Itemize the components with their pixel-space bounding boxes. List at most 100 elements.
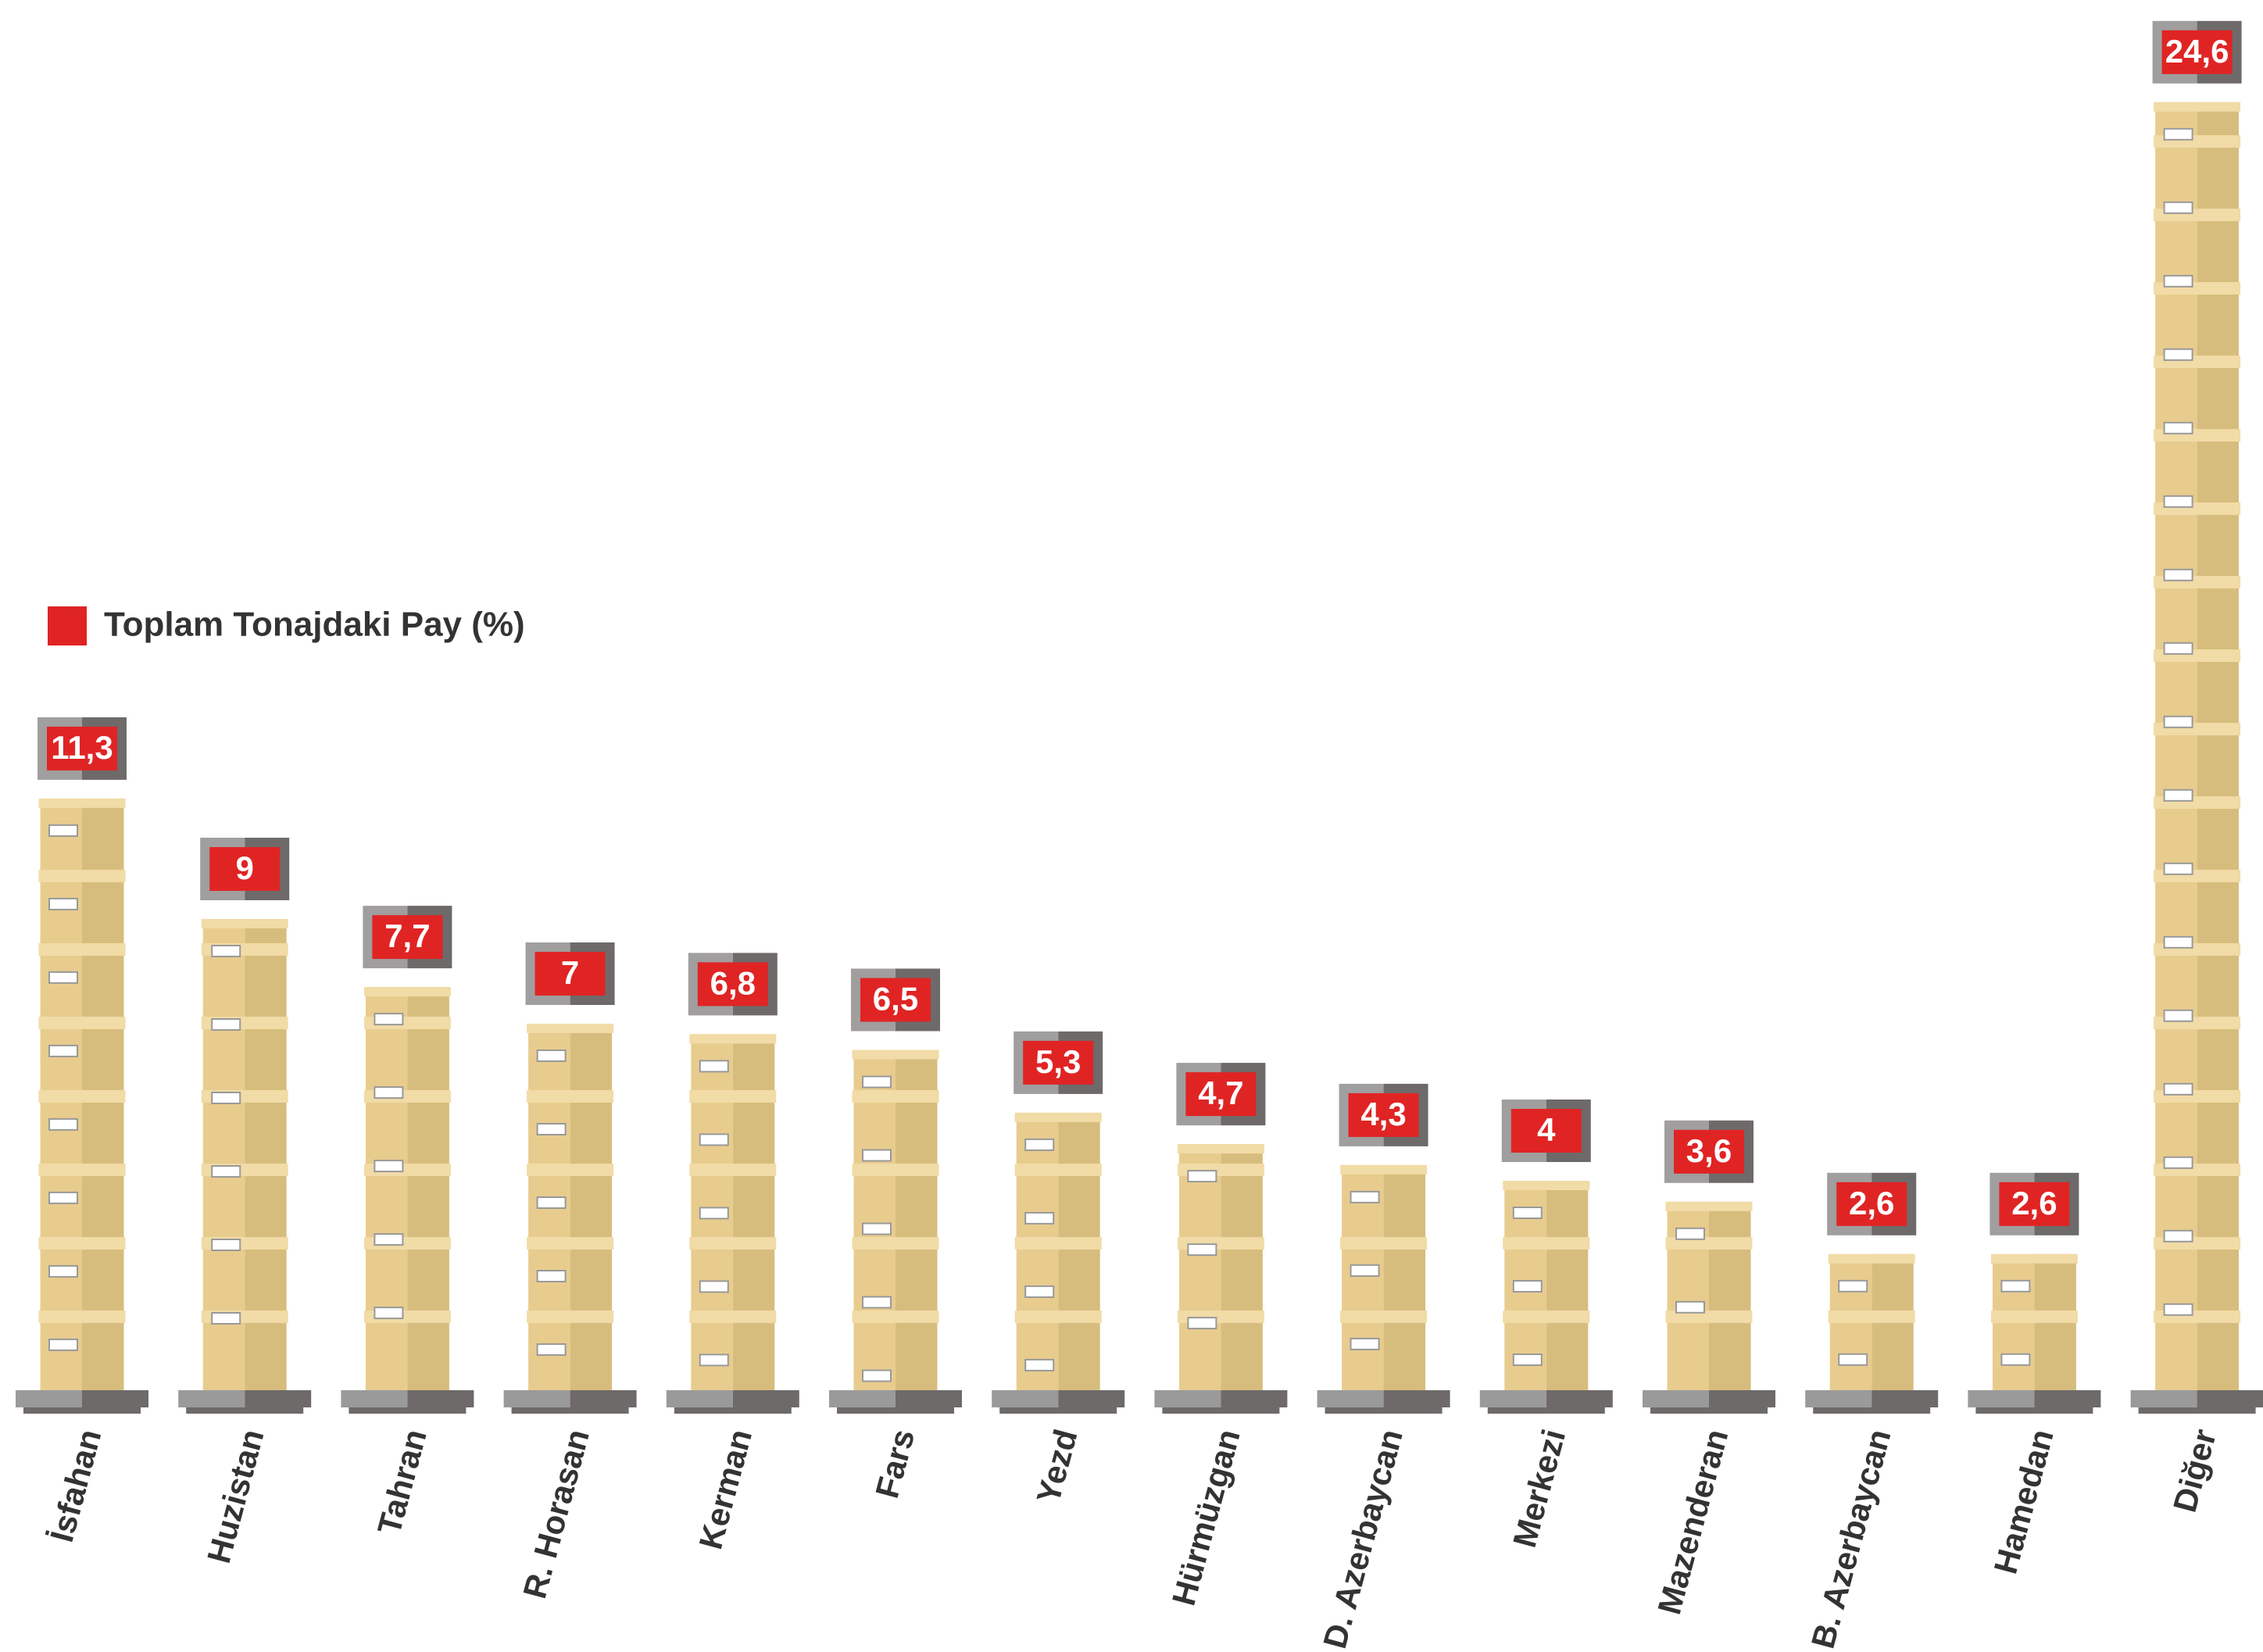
box-tag <box>1512 1207 1543 1219</box>
bar-cap <box>1828 1253 1915 1264</box>
box-band <box>1665 1311 1753 1323</box>
bar-shade <box>407 987 449 1390</box>
box-tag <box>2163 421 2193 434</box>
platform <box>666 1390 733 1407</box>
bar-shade <box>732 1034 775 1390</box>
box-tag <box>374 1013 404 1026</box>
box-band <box>1503 1311 1590 1323</box>
box-tag <box>536 1196 567 1209</box>
box-tag <box>1350 1190 1380 1203</box>
platform <box>896 1390 962 1407</box>
platform-foot <box>23 1407 141 1414</box>
box-tag <box>48 824 78 837</box>
box-tag <box>699 1353 729 1367</box>
box-tag <box>699 1133 729 1146</box>
box-tag <box>48 971 78 984</box>
bar <box>1016 1112 1059 1390</box>
platform <box>1709 1390 1775 1407</box>
x-tick-label: B. Azerbaycan <box>1804 1425 1898 1652</box>
box-band <box>1503 1237 1590 1250</box>
bar-cap <box>201 919 288 928</box>
bar <box>2155 102 2197 1390</box>
x-tick-label: D. Azerbaycan <box>1316 1425 1410 1652</box>
x-tick-label: Huzistan <box>200 1425 271 1567</box>
platform <box>82 1390 148 1407</box>
bar-cap <box>1014 1112 1102 1122</box>
value-label: 6,8 <box>710 964 756 1001</box>
bar-cap <box>852 1049 939 1060</box>
legend-swatch <box>48 606 87 645</box>
label-box <box>1674 1129 1744 1174</box>
platform-foot <box>186 1407 304 1414</box>
box-band <box>1014 1311 1102 1323</box>
x-tick-label: Yezd <box>1029 1425 1084 1507</box>
box-tag <box>2163 1009 2193 1022</box>
box-tag <box>1350 1264 1380 1277</box>
box-tag <box>2163 568 2193 581</box>
bar-cap <box>1503 1181 1590 1190</box>
x-tick-label: Hamedan <box>1986 1425 2060 1578</box>
box-band <box>1665 1237 1753 1250</box>
box-band <box>38 870 126 882</box>
box-tag <box>862 1075 892 1089</box>
box-tag <box>48 1338 78 1351</box>
bar-shade <box>1546 1181 1589 1390</box>
label-box <box>1510 1109 1582 1153</box>
box-tag <box>48 897 78 910</box>
box-tag <box>2163 201 2193 214</box>
platform <box>16 1390 82 1407</box>
value-label: 9 <box>236 849 254 886</box>
box-tag <box>862 1222 892 1235</box>
platform <box>2197 1390 2263 1407</box>
box-tag <box>2000 1353 2031 1366</box>
box-band <box>1014 1164 1102 1176</box>
platform <box>407 1390 474 1407</box>
label-box <box>697 962 768 1007</box>
value-label: 4,3 <box>1360 1096 1406 1132</box>
platform <box>1317 1390 1384 1407</box>
box-tag <box>862 1296 892 1309</box>
value-label: 3,6 <box>1686 1132 1732 1169</box>
box-band <box>527 1090 614 1103</box>
platform-foot <box>1162 1407 1280 1414</box>
platform <box>178 1390 245 1407</box>
box-tag <box>536 1343 567 1356</box>
box-band <box>689 1237 777 1250</box>
platform <box>1643 1390 1709 1407</box>
x-tick-label: Tahran <box>370 1425 434 1538</box>
box-tag <box>48 1044 78 1057</box>
label-box <box>1023 1040 1094 1085</box>
box-tag <box>1187 1317 1217 1330</box>
bar-shade <box>896 1049 938 1390</box>
platform <box>1221 1390 1288 1407</box>
box-band <box>527 1311 614 1323</box>
label-box <box>372 915 443 960</box>
label-box <box>209 847 281 891</box>
box-tag <box>211 1092 241 1104</box>
value-label: 11,3 <box>51 729 113 766</box>
platform <box>341 1390 408 1407</box>
platform <box>1154 1390 1221 1407</box>
box-tag <box>1838 1353 1868 1366</box>
box-tag <box>211 945 241 957</box>
box-tag <box>2163 935 2193 949</box>
box-tag <box>211 1018 241 1031</box>
bar <box>853 1049 896 1390</box>
box-tag <box>2163 1229 2193 1243</box>
platform <box>1805 1390 1872 1407</box>
platform-foot <box>999 1407 1117 1414</box>
bar-shade <box>570 1024 613 1390</box>
box-tag <box>1675 1300 1705 1314</box>
box-band <box>1990 1311 2078 1323</box>
bar-shade <box>1221 1144 1263 1390</box>
box-tag <box>2163 274 2193 288</box>
box-band <box>38 1311 126 1323</box>
label-box <box>1185 1072 1257 1117</box>
box-tag <box>1838 1279 1868 1293</box>
box-tag <box>536 1049 567 1062</box>
box-tag <box>1024 1138 1055 1151</box>
box-tag <box>2163 715 2193 728</box>
platform <box>1968 1390 2035 1407</box>
bar-cap <box>1340 1164 1428 1175</box>
